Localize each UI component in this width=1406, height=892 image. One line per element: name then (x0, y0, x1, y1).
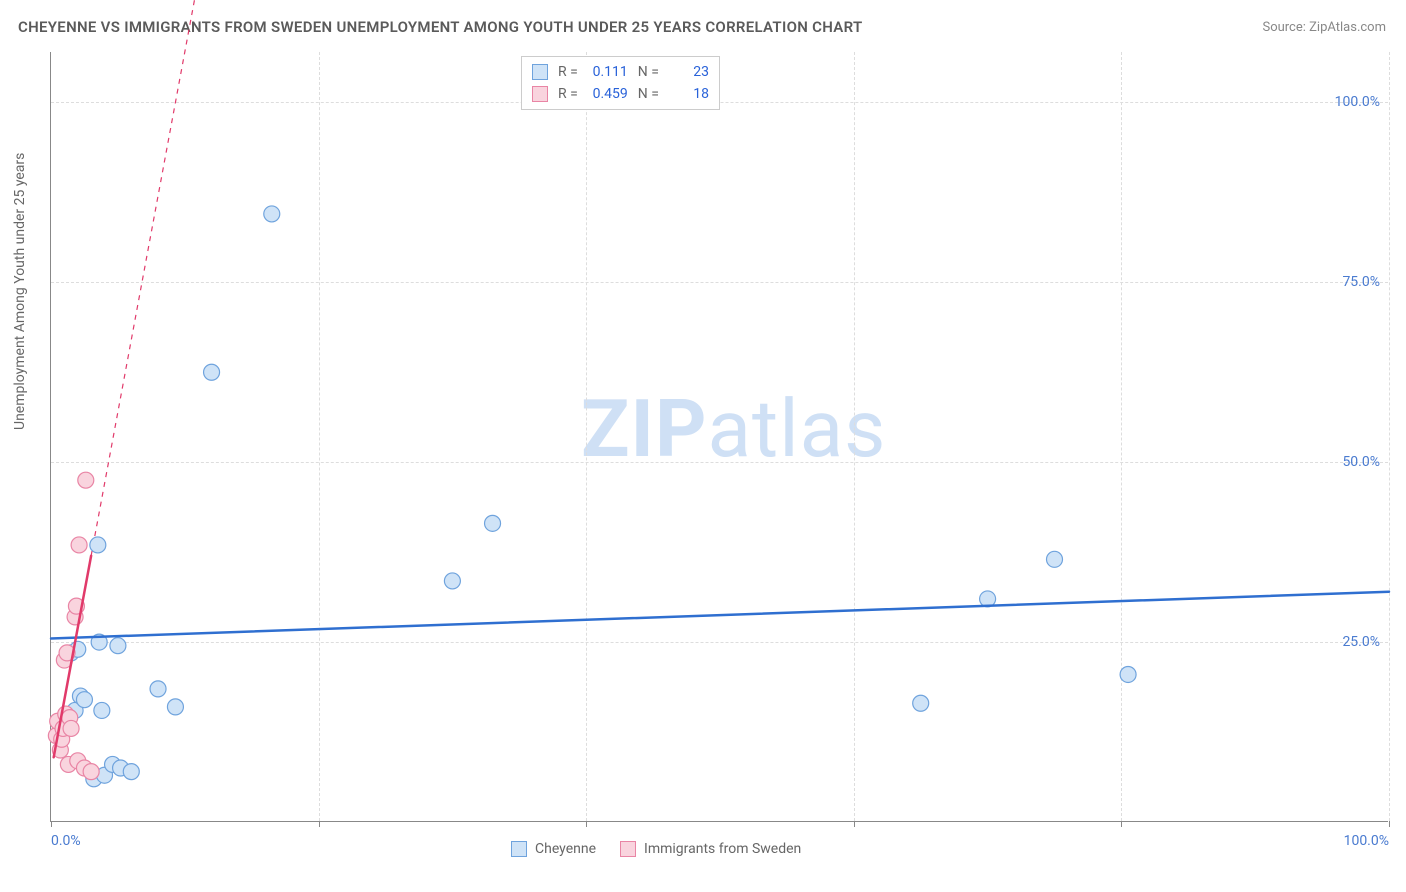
data-point (63, 720, 79, 736)
x-tick-label: 0.0% (51, 833, 81, 849)
legend-label-0: Cheyenne (535, 841, 596, 857)
data-point (264, 206, 280, 222)
data-point (1047, 551, 1063, 567)
plot-area: ZIPatlas 25.0%50.0%75.0%100.0%0.0%100.0%… (50, 52, 1388, 822)
data-point (83, 764, 99, 780)
stats-box: R = 0.111 N = 23 R = 0.459 N = 18 (521, 56, 720, 110)
data-point (150, 681, 166, 697)
legend: Cheyenne Immigrants from Sweden (511, 841, 801, 857)
swatch-series-0 (532, 64, 548, 80)
legend-swatch-0 (511, 841, 527, 857)
data-point (444, 573, 460, 589)
data-point (110, 638, 126, 654)
legend-item-1: Immigrants from Sweden (620, 841, 801, 857)
source-label: Source: ZipAtlas.com (1262, 20, 1386, 35)
legend-swatch-1 (620, 841, 636, 857)
data-point (485, 515, 501, 531)
data-point (90, 537, 106, 553)
data-point (204, 364, 220, 380)
data-point (76, 692, 92, 708)
stat-r-0: 0.111 (584, 61, 628, 83)
data-point (123, 764, 139, 780)
stats-row-0: R = 0.111 N = 23 (532, 61, 709, 83)
stat-r-label: R = (558, 83, 578, 105)
swatch-series-1 (532, 86, 548, 102)
legend-item-0: Cheyenne (511, 841, 596, 857)
stat-r-1: 0.459 (584, 83, 628, 105)
data-point (78, 472, 94, 488)
chart-title: CHEYENNE VS IMMIGRANTS FROM SWEDEN UNEMP… (18, 18, 863, 36)
stats-row-1: R = 0.459 N = 18 (532, 83, 709, 105)
y-axis-label: Unemployment Among Youth under 25 years (12, 153, 28, 430)
stat-n-0: 23 (665, 61, 709, 83)
data-point (1120, 666, 1136, 682)
x-tick-label: 100.0% (1344, 833, 1389, 849)
legend-label-1: Immigrants from Sweden (644, 841, 801, 857)
scatter-svg (51, 52, 1388, 821)
data-point (913, 695, 929, 711)
trend-line (51, 592, 1389, 639)
stat-n-1: 18 (665, 83, 709, 105)
data-point (94, 702, 110, 718)
stat-r-label: R = (558, 61, 578, 83)
data-point (71, 537, 87, 553)
stat-n-label: N = (638, 83, 659, 105)
stat-n-label: N = (638, 61, 659, 83)
data-point (167, 699, 183, 715)
